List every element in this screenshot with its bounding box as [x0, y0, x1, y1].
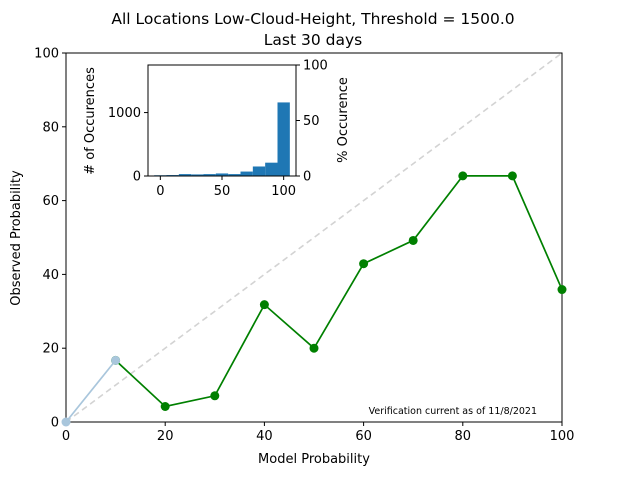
series-point-0	[259, 300, 269, 310]
series-point-1	[111, 355, 121, 365]
inset-right-y-ticks: 0 50 100	[296, 59, 328, 185]
series-line-0	[115, 175, 563, 408]
main-plot-frame	[65, 52, 563, 423]
chart-title-line2: Last 30 days	[264, 31, 362, 49]
histogram-bar	[265, 162, 278, 176]
inset-background	[148, 65, 296, 176]
histogram-bar	[203, 174, 216, 176]
inset-x-tick-label: 100	[271, 184, 296, 199]
series-point-0	[359, 259, 369, 269]
y-tick-label: 60	[42, 194, 59, 209]
series-point-0	[210, 391, 220, 401]
x-tick-label: 40	[256, 429, 273, 444]
y-tick-label: 40	[42, 268, 59, 283]
inset-left-tick-label: 1000	[108, 106, 141, 121]
main-y-ticks: 0 20 40 60 80 100	[34, 47, 66, 431]
main-x-ticks: 0 20 40 60 80 100	[62, 422, 575, 444]
inset-x-ticks: 0 50 100	[156, 176, 296, 199]
x-tick-label: 60	[355, 429, 372, 444]
histogram-bar	[228, 174, 241, 176]
inset-right-tick-label: 50	[303, 114, 320, 129]
inset-left-y-ticks: 0 1000	[108, 106, 148, 185]
inset-right-axis-label: % Occurence	[336, 77, 351, 163]
series-point-0	[408, 235, 418, 245]
y-tick-label: 0	[51, 416, 59, 431]
histogram-bar	[277, 102, 290, 176]
y-tick-label: 20	[42, 342, 59, 357]
inset-histogram: 0 50 100 0 1000 0 50 100 # of Occurences % Oc…	[83, 59, 351, 200]
series-point-0	[507, 171, 517, 181]
inset-right-tick-label: 100	[303, 59, 328, 74]
histogram-bar	[240, 171, 253, 176]
inset-left-tick-label: 0	[133, 170, 141, 185]
histogram-bar	[178, 174, 192, 176]
series-point-0	[160, 402, 170, 412]
x-tick-label: 100	[550, 429, 575, 444]
inset-left-axis-label: # of Occurences	[83, 67, 98, 175]
x-tick-label: 20	[157, 429, 174, 444]
series-point-1	[61, 417, 71, 427]
histogram-bar	[191, 174, 204, 176]
inset-right-tick-label: 0	[303, 170, 311, 185]
series-point-0	[458, 171, 468, 181]
x-tick-label: 0	[62, 429, 70, 444]
inset-bars	[154, 102, 290, 176]
y-axis-label: Observed Probability	[9, 170, 24, 306]
histogram-bar	[215, 173, 229, 176]
series-point-0	[309, 343, 319, 353]
series-point-0	[557, 285, 567, 295]
inset-x-tick-label: 0	[156, 184, 164, 199]
x-tick-label: 80	[455, 429, 472, 444]
main-plot: 0 20 40 60 80 100 0 20 40 60 80 100	[34, 47, 574, 445]
x-axis-label: Model Probability	[258, 452, 370, 467]
main-data-marks	[61, 52, 567, 427]
chart-title-line1: All Locations Low-Cloud-Height, Threshol…	[111, 10, 514, 28]
histogram-bar	[252, 166, 266, 176]
verification-note: Verification current as of 11/8/2021	[369, 406, 537, 417]
inset-x-tick-label: 50	[214, 184, 231, 199]
y-tick-label: 80	[42, 120, 59, 135]
perfect-reliability-line	[65, 52, 563, 423]
series-line-1	[65, 359, 117, 423]
y-tick-label: 100	[34, 47, 59, 62]
